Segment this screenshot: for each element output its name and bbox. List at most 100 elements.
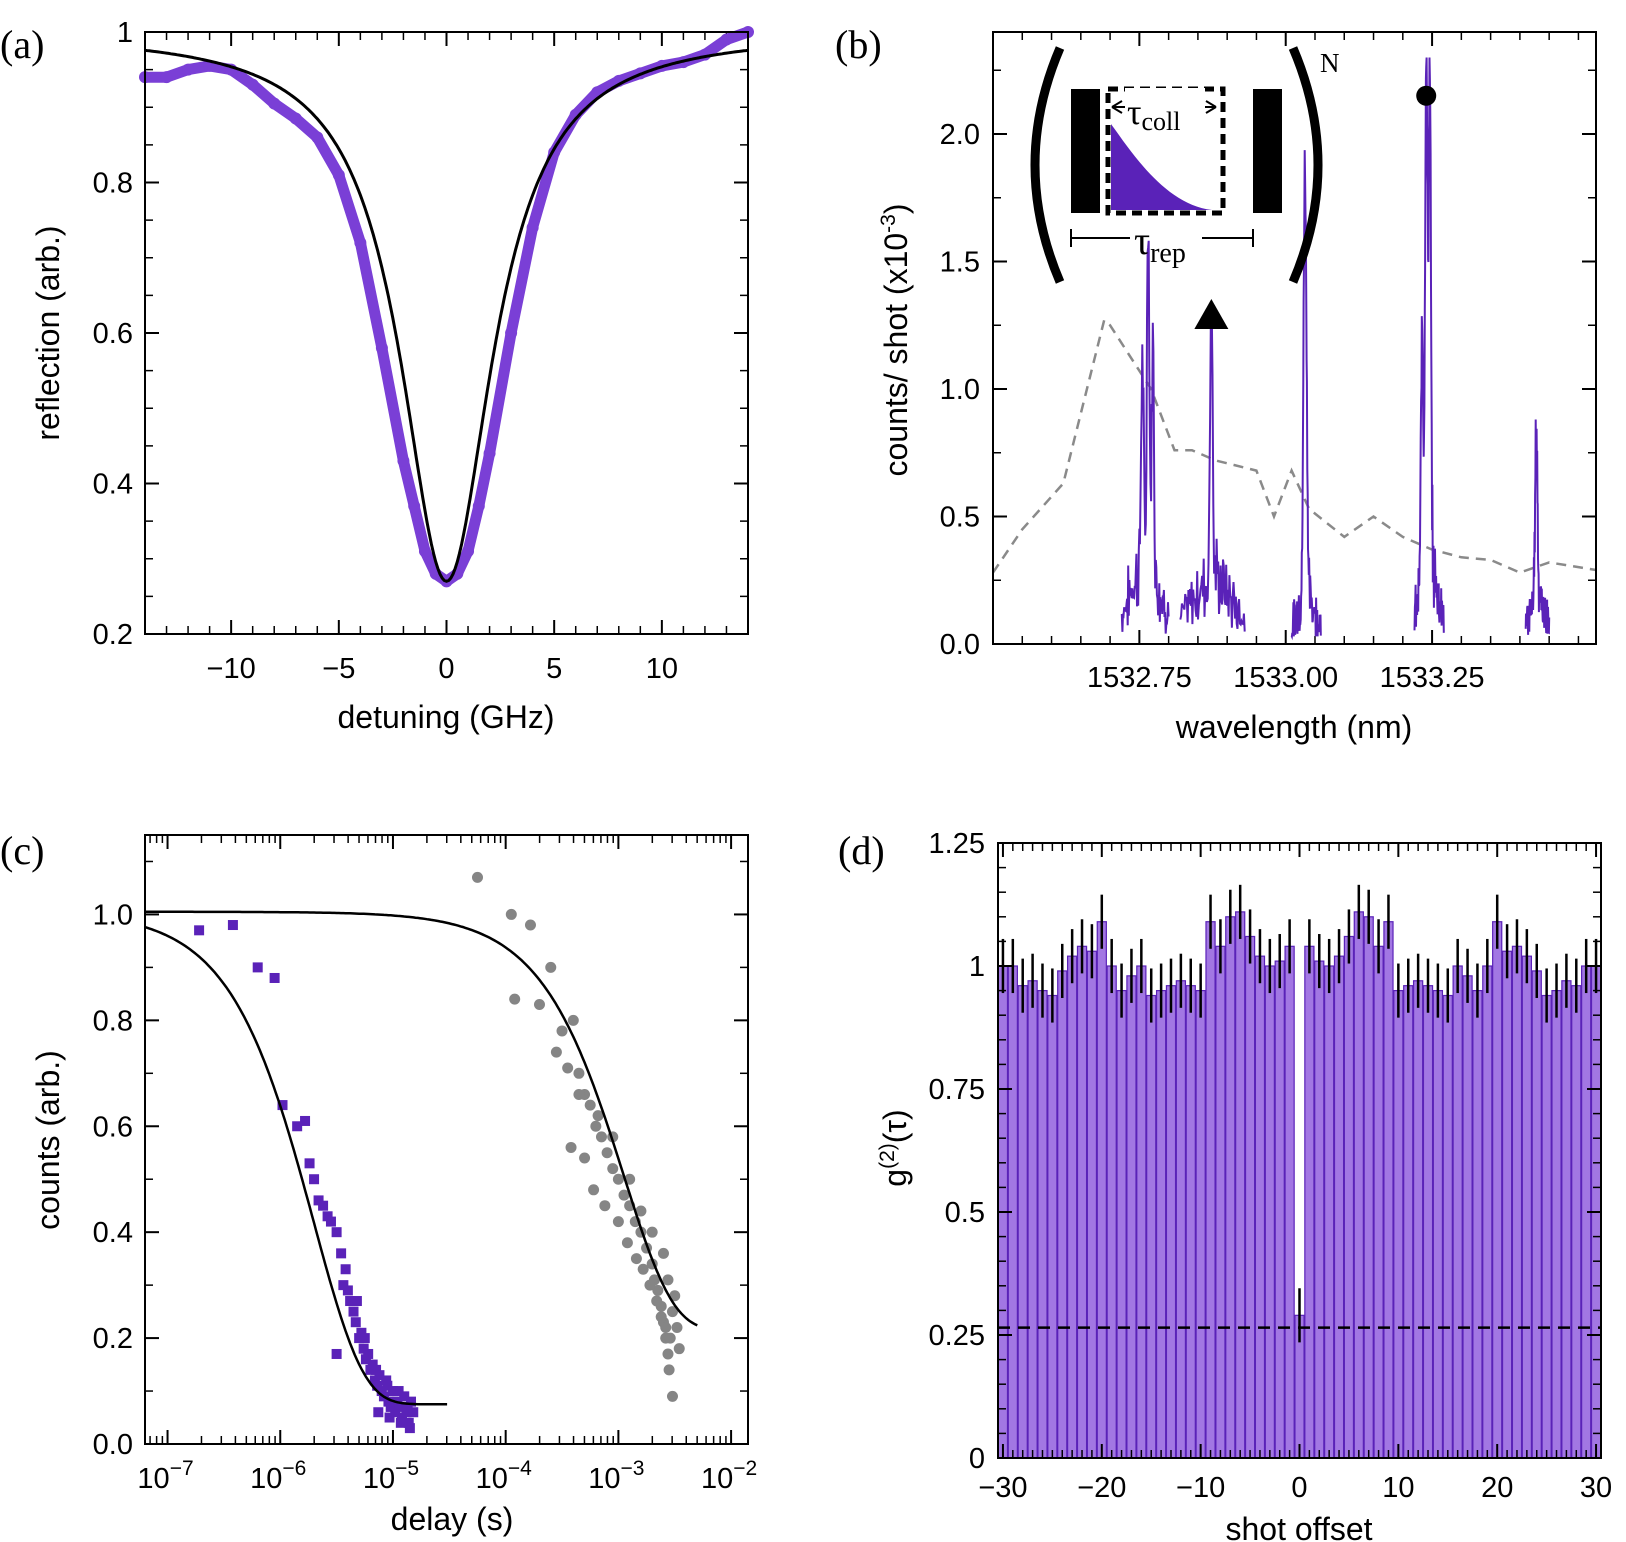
c-purple-point <box>318 1200 329 1211</box>
c-ytick-label-0: 0.0 <box>93 1429 133 1461</box>
c-gray-point <box>592 1110 604 1122</box>
a-data-point <box>483 447 496 460</box>
a-data-point <box>462 545 475 558</box>
b-xtick-label-2: 1533.25 <box>1380 662 1485 694</box>
d-ytick-label-0: 0 <box>969 1443 985 1475</box>
inset-tau-coll-arrowhead-left <box>1111 100 1123 114</box>
panel-b-peak-traces <box>1120 57 1551 641</box>
c-xtick-exponent: −3 <box>621 1457 645 1480</box>
inset-tau-rep-subscript: rep <box>1150 238 1186 269</box>
d-bar <box>1096 921 1107 1459</box>
c-gray-point <box>505 908 517 920</box>
d-bar <box>1146 994 1157 1459</box>
d-bar <box>1284 945 1295 1459</box>
c-gray-point <box>550 1046 562 1058</box>
panel-d-frame <box>997 842 1602 1459</box>
panel-d-tick-labels: −30 −20 −10 0 10 20 30 0 0.25 0.5 0.75 1 1.25 <box>929 828 1613 1504</box>
b-ytick-label-3: 1.5 <box>940 247 980 279</box>
b-ytick-label-2: 1.0 <box>940 374 980 406</box>
d-bar <box>1393 989 1404 1459</box>
panel-c-tick-labels: 10−7 10−6 10−5 10−4 10−3 10−20.00.20.40.60.81… <box>93 899 758 1495</box>
c-ytick-label-2: 0.4 <box>93 1217 133 1249</box>
d-bar <box>1363 916 1374 1459</box>
inset-exponent-n: N <box>1320 48 1340 78</box>
panel-b-inset-pulse-diagram: N τcoll τrep <box>1030 46 1340 284</box>
c-purple-point <box>325 1216 336 1227</box>
a-data-point <box>354 236 367 249</box>
c-purple-point <box>348 1306 359 1317</box>
a-xtick-label-4: 10 <box>646 653 678 685</box>
panel-a-frame <box>144 31 749 635</box>
a-data-point <box>397 454 410 467</box>
d-bar <box>1383 921 1394 1459</box>
c-gray-point <box>630 1253 642 1265</box>
c-purple-point <box>356 1327 367 1338</box>
panel-c-xlabel: delay (s) <box>391 1501 514 1537</box>
panel-a-tick-labels: −10 −5 0 5 10 0.2 0.4 0.6 0.8 1 <box>93 17 678 685</box>
panel-d-xlabel: shot offset <box>1225 1511 1372 1542</box>
a-data-point <box>720 33 733 46</box>
c-purple-point <box>340 1264 351 1275</box>
d-bar <box>1373 945 1384 1459</box>
a-data-point <box>408 500 421 513</box>
d-xtick-label-2: −10 <box>1176 1472 1225 1504</box>
c-purple-point <box>394 1401 405 1412</box>
c-purple-point <box>376 1386 387 1397</box>
panel-c-ylabel: counts (arb.) <box>30 1050 66 1230</box>
c-purple-point <box>408 1407 419 1418</box>
d-bar <box>1027 980 1038 1459</box>
b-ytick-label-1: 0.5 <box>940 502 980 534</box>
d-bar <box>1106 965 1117 1459</box>
b-marker-circle <box>1416 85 1437 106</box>
d-bar <box>1422 985 1434 1459</box>
inset-right-paren <box>1288 46 1323 284</box>
c-purple-point <box>395 1417 406 1428</box>
panel-c-gray-series <box>471 871 685 1402</box>
a-data-point <box>418 545 431 558</box>
d-bar <box>1501 950 1513 1459</box>
d-bar <box>1511 945 1523 1459</box>
d-bar <box>1235 911 1246 1459</box>
panel-a-label: (a) <box>0 22 44 67</box>
inset-decay-shape <box>1111 124 1212 210</box>
c-gray-point <box>584 1099 596 1111</box>
d-xtick-label-6: 30 <box>1580 1472 1612 1504</box>
d-bar <box>1244 935 1256 1459</box>
c-gray-point <box>590 1120 602 1132</box>
c-purple-point <box>402 1401 413 1412</box>
panel-a-xlabel: detuning (GHz) <box>338 699 555 735</box>
d-bar <box>1314 960 1325 1459</box>
panel-a-ticks <box>144 31 749 635</box>
c-purple-point <box>390 1407 401 1418</box>
d-ytick-label-4: 1 <box>969 951 985 983</box>
c-gray-point <box>524 919 536 931</box>
c-purple-point <box>350 1317 361 1328</box>
a-data-point <box>505 327 518 339</box>
d-bar <box>1126 975 1137 1459</box>
d-bar <box>1492 921 1503 1459</box>
c-purple-point <box>300 1115 311 1126</box>
c-gray-point <box>635 1205 647 1217</box>
a-data-point <box>332 168 345 181</box>
panel-c-purple-fit-line <box>144 925 448 1406</box>
b-peak-trace-2 <box>1290 150 1322 641</box>
inset-tau-coll-arrowhead-right <box>1205 100 1217 114</box>
d-ytick-label-1: 0.25 <box>929 1320 985 1352</box>
c-purple-point <box>358 1343 369 1354</box>
a-data-point <box>268 97 281 110</box>
c-purple-point <box>381 1375 392 1386</box>
c-gray-point <box>663 1364 675 1376</box>
panel-b-spectrum-chart: (b) 1532.75 1533.00 1533.25 0.0 0.5 1.0 1.5 2.0… <box>835 22 1597 745</box>
c-purple-point <box>354 1333 365 1344</box>
panel-b-ticks <box>993 32 1596 645</box>
a-data-point <box>472 500 485 513</box>
d-bar <box>1274 960 1285 1459</box>
c-xtick-exponent: −4 <box>508 1457 532 1480</box>
c-gray-point <box>669 1290 681 1302</box>
a-xtick-label-2: 0 <box>438 653 454 685</box>
b-peak-trace-4 <box>1524 419 1551 635</box>
a-xtick-label-0: −10 <box>207 653 256 685</box>
d-bar <box>1116 989 1127 1459</box>
d-bar <box>1571 985 1582 1459</box>
c-purple-point <box>383 1396 394 1407</box>
